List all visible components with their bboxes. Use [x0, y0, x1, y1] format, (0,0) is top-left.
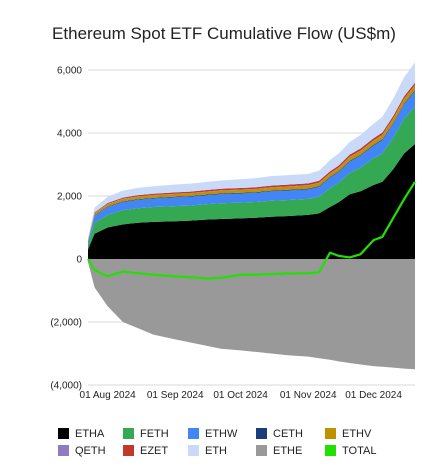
legend-label-total: TOTAL	[342, 445, 376, 457]
legend-label-feth: FETH	[140, 428, 169, 440]
legend-label-eth: ETH	[205, 445, 227, 457]
legend-swatch-etha	[58, 428, 69, 439]
legend-swatch-qeth	[58, 445, 69, 456]
y-tick-label-2: 0	[76, 255, 82, 266]
legend-label-ethv: ETHV	[342, 428, 372, 440]
area-ethw	[88, 91, 415, 245]
legend-label-ethw: ETHW	[205, 428, 238, 440]
x-tick-label-1: 01 Sep 2024	[147, 390, 204, 401]
legend-label-qeth: QETH	[75, 445, 106, 457]
legend-swatch-ethe	[256, 445, 267, 456]
legend-swatch-eth	[188, 445, 199, 456]
x-tick-label-3: 01 Nov 2024	[280, 390, 337, 401]
legend-swatch-ceth	[256, 428, 267, 439]
area-feth	[88, 106, 415, 250]
legend-swatch-feth	[123, 428, 134, 439]
y-tick-label-5: 6,000	[57, 66, 82, 77]
y-tick-label-1: (2,000)	[50, 318, 82, 329]
stacked-areas	[88, 62, 415, 370]
area-ethe	[88, 259, 415, 370]
legend-swatch-total	[325, 445, 336, 456]
legend-swatch-ezet	[123, 445, 134, 456]
legend-swatch-ethv	[325, 428, 336, 439]
y-tick-label-0: (4,000)	[50, 381, 82, 392]
legend-label-ethe: ETHE	[273, 445, 302, 457]
legend-label-etha: ETHA	[75, 428, 105, 440]
total-line-layer	[87, 181, 416, 280]
y-tick-label-4: 4,000	[57, 129, 82, 140]
area-etha	[88, 144, 415, 259]
legend-swatch-ethw	[188, 428, 199, 439]
line-total	[87, 181, 416, 280]
x-axis-ticks: 01 Aug 2024 01 Sep 2024 01 Oct 2024 01 Nov …	[80, 390, 403, 401]
chart-title: Ethereum Spot ETF Cumulative Flow (US$m)	[52, 24, 396, 43]
legend: ETHA FETH ETHW CETH ETHV QETH EZET ETH ETHE TOTAL	[58, 428, 376, 457]
legend-label-ceth: CETH	[273, 428, 303, 440]
y-axis-ticks: (4,000) (2,000) 0 2,000 4,000 6,000	[50, 66, 82, 392]
legend-label-ezet: EZET	[140, 445, 168, 457]
x-tick-label-2: 01 Oct 2024	[213, 390, 268, 401]
x-tick-label-4: 01 Dec 2024	[345, 390, 402, 401]
x-tick-label-0: 01 Aug 2024	[80, 390, 137, 401]
y-tick-label-3: 2,000	[57, 192, 82, 203]
area-eth	[88, 62, 415, 240]
